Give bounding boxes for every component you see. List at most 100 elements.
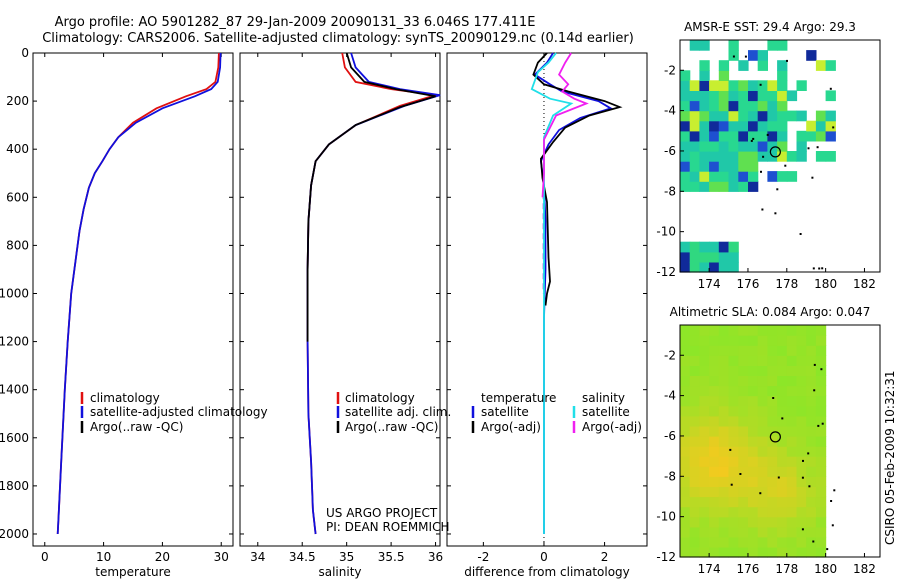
sla-cell <box>680 345 691 356</box>
sst-cell <box>728 100 739 112</box>
sla-cell <box>709 486 720 498</box>
sla-cell <box>738 536 749 548</box>
argo-position-marker <box>769 146 781 158</box>
sla-cell <box>738 335 749 346</box>
sla-cell <box>748 466 759 477</box>
sla-cell <box>757 486 768 498</box>
sst-cell <box>709 151 720 162</box>
sst-cell <box>728 241 739 253</box>
temperature-ytick-label: 800 <box>6 238 29 252</box>
sla-cell <box>786 536 798 548</box>
sla-cell <box>689 546 700 558</box>
sla-cell <box>806 365 817 376</box>
sst-cell <box>767 90 778 102</box>
sla-cell <box>718 446 730 457</box>
sla-cell <box>718 436 730 447</box>
sla-cell <box>757 436 768 447</box>
sst-cell <box>699 80 710 91</box>
sla-cell <box>689 415 700 427</box>
sla-cell <box>709 355 720 366</box>
sla-cell <box>680 425 691 437</box>
sla-cell <box>738 436 749 447</box>
sla-cell <box>777 536 788 548</box>
sst-cell <box>767 110 778 122</box>
sla-cell <box>806 345 817 356</box>
sla-cell <box>777 345 788 356</box>
sla-cell <box>709 476 720 487</box>
sla-cell <box>815 526 827 538</box>
sla-cell <box>757 466 768 477</box>
sla-cell <box>699 345 710 356</box>
diff-legend-temp-satellite: satellite <box>481 405 529 419</box>
sla-cell <box>689 486 700 498</box>
sst-cell <box>738 140 749 152</box>
sla-cell <box>748 415 759 427</box>
sla-cell <box>767 415 778 427</box>
sst-cell <box>796 140 807 152</box>
sla-cell <box>709 375 720 387</box>
sst-cell <box>699 181 710 192</box>
sst-cell <box>709 110 720 122</box>
sla-cell <box>757 375 768 387</box>
sla-cell <box>796 516 807 528</box>
sla-cell <box>786 325 798 336</box>
sla-cell <box>777 446 788 457</box>
sla-cell <box>777 355 788 366</box>
sst-cell <box>718 90 730 102</box>
sla-cell <box>728 405 739 417</box>
sla-cell <box>728 375 739 387</box>
sla-cell <box>689 506 700 518</box>
sla-cell <box>680 496 691 508</box>
sla-cell <box>738 496 749 508</box>
diff-legend-sal-satellite: satellite <box>582 405 630 419</box>
sla-cell <box>815 516 827 528</box>
sla-cell <box>689 436 700 447</box>
sla-cell <box>757 446 768 457</box>
sst-cell <box>738 90 749 102</box>
sst-cell <box>728 120 739 132</box>
sla-cell <box>709 405 720 417</box>
temperature-ytick-label: 1200 <box>0 335 29 349</box>
sst-cell <box>757 110 768 122</box>
sla-cell <box>718 355 730 366</box>
sst-cell <box>728 90 739 102</box>
sla-cell <box>699 516 710 528</box>
salinity-xtick-label: 35.5 <box>378 550 405 564</box>
sla-cell <box>796 506 807 518</box>
temperature-xtick-label: 20 <box>155 550 170 564</box>
sst-cell <box>680 100 691 112</box>
temperature-xlabel: temperature <box>95 565 170 579</box>
island-dot <box>817 424 820 427</box>
sla-cell <box>680 486 691 498</box>
sla_map-ytick-label: -4 <box>664 389 676 403</box>
sla-cell <box>786 436 798 447</box>
sst-cell <box>767 130 778 142</box>
sla-cell <box>806 405 817 417</box>
temperature-xtick-label: 30 <box>214 550 229 564</box>
island-dot <box>826 548 829 551</box>
sla-cell <box>718 546 730 558</box>
sla-cell <box>806 456 817 467</box>
sla-cell <box>767 546 778 558</box>
sst-cell <box>718 251 730 263</box>
sla-cell <box>796 385 807 397</box>
sst-cell <box>699 130 710 142</box>
sla-cell <box>748 405 759 417</box>
sst-cell <box>709 241 720 253</box>
sla-cell <box>680 456 691 467</box>
sst-cell <box>786 171 798 182</box>
sst-cell <box>738 120 749 132</box>
sla-cell <box>777 335 788 346</box>
sla-cell <box>806 476 817 487</box>
sst-cell <box>777 110 788 122</box>
sst_map-ytick-label: -8 <box>664 184 676 198</box>
sla-cell <box>748 345 759 356</box>
sla-cell <box>786 456 798 467</box>
sst-cell <box>699 70 710 81</box>
salinity-legend: climatology satellite adj. clim. Argo(..… <box>336 391 451 434</box>
sla-cell <box>689 526 700 538</box>
sla-cell <box>728 425 739 437</box>
sla-cell <box>757 395 768 407</box>
sla-cell <box>748 446 759 457</box>
sla-cell <box>777 546 788 558</box>
